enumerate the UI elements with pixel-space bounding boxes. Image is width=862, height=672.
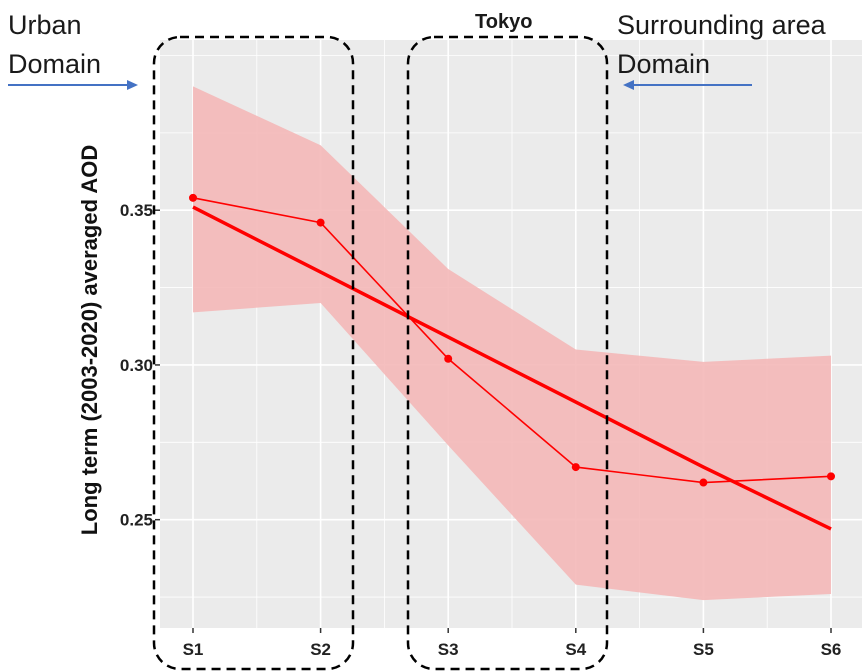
surround-label-line1: Surrounding area	[617, 10, 827, 40]
y-axis-ticks: 0.25 0.30 0.35	[120, 201, 160, 530]
y-tick-label: 0.35	[120, 201, 153, 220]
observed-point-s5	[699, 478, 708, 487]
x-tick-label-s3: S3	[438, 640, 459, 659]
urban-label-line1: Urban	[8, 10, 82, 40]
confidence-band	[193, 86, 831, 601]
x-tick-label-s6: S6	[821, 640, 842, 659]
x-tick-label-s5: S5	[693, 640, 714, 659]
y-tick-label: 0.30	[120, 356, 153, 375]
y-tick-label: 0.25	[120, 511, 153, 530]
right-arrow-icon	[8, 80, 138, 90]
tokyo-label: Tokyo	[475, 11, 532, 33]
x-tick-label-s2: S2	[310, 640, 331, 659]
observed-line	[192, 197, 832, 484]
surround-label-line2: Domain	[617, 49, 710, 79]
observed-points	[189, 193, 835, 487]
left-arrow-icon	[623, 80, 752, 90]
linear-fit-line	[192, 205, 832, 531]
observed-point-s4	[571, 463, 580, 472]
x-tick-label-s1: S1	[183, 640, 204, 659]
observed-point-s3	[444, 354, 453, 363]
observed-point-s2	[316, 218, 325, 227]
urban-label-line2: Domain	[8, 49, 101, 79]
y-axis-label: Long term (2003-2020) averaged AOD	[77, 145, 102, 535]
x-axis-ticks: S1 S2 S3 S4 S5 S6	[183, 628, 842, 659]
observed-point-s6	[827, 472, 835, 481]
observed-point-s1	[189, 193, 197, 202]
x-tick-label-s4: S4	[565, 640, 586, 659]
